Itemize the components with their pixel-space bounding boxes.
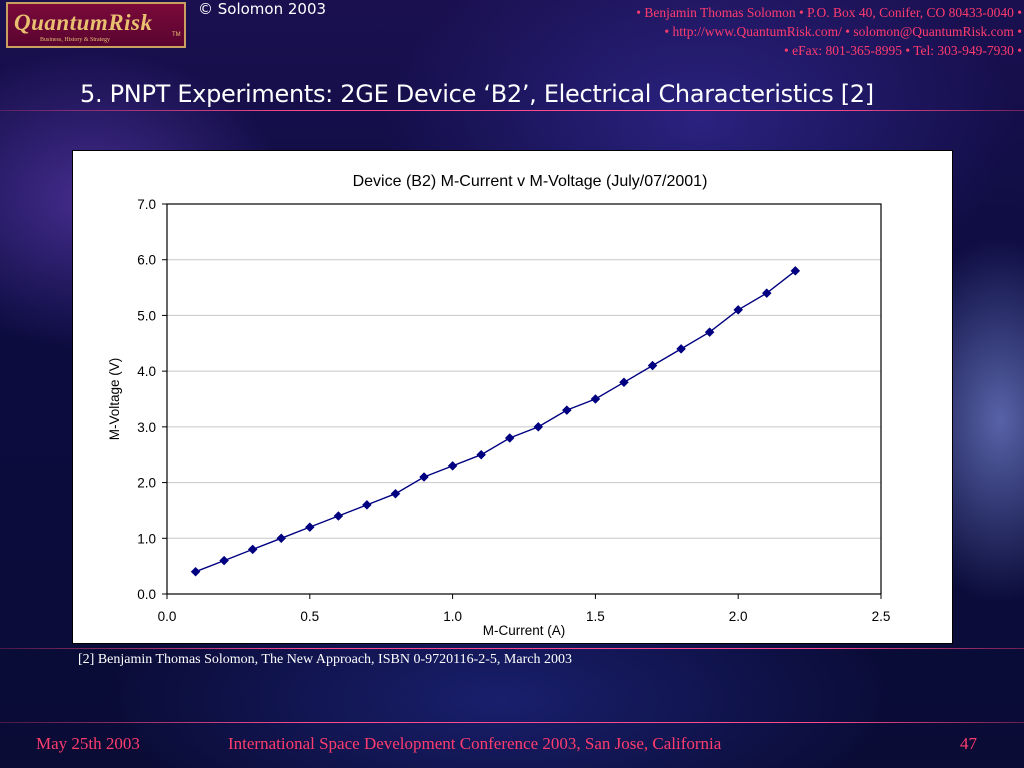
data-point-marker bbox=[247, 544, 258, 555]
quantumrisk-logo: QuantumRisk Business, History & Strategy… bbox=[6, 2, 186, 48]
logo-trademark: TM bbox=[172, 32, 181, 38]
data-point-marker bbox=[362, 500, 372, 510]
data-point-marker bbox=[390, 488, 401, 499]
slide-title: 5. PNPT Experiments: 2GE Device ‘B2’, El… bbox=[80, 80, 874, 108]
footnote-divider bbox=[0, 648, 1024, 649]
chart-panel: Device (B2) M-Current v M-Voltage (July/… bbox=[72, 150, 953, 644]
plot-area-border bbox=[166, 203, 882, 595]
y-tick-label: 3.0 bbox=[137, 420, 156, 435]
footnote: [2] Benjamin Thomas Solomon, The New App… bbox=[78, 652, 572, 667]
footer-conference: International Space Development Conferen… bbox=[228, 734, 722, 753]
y-tick-label: 1.0 bbox=[137, 531, 156, 546]
logo-tagline: Business, History & Strategy bbox=[40, 37, 110, 43]
x-tick-label: 2.0 bbox=[729, 609, 748, 624]
data-point-marker bbox=[476, 449, 487, 460]
footer-page-number: 47 bbox=[960, 734, 977, 753]
data-point-marker bbox=[761, 288, 772, 298]
x-tick-label: 1.0 bbox=[443, 609, 462, 624]
logo-text: QuantumRisk bbox=[14, 10, 153, 35]
y-tick-label: 2.0 bbox=[137, 476, 156, 491]
x-tick-label: 1.5 bbox=[586, 609, 605, 624]
data-point-marker bbox=[419, 472, 429, 482]
data-point-marker bbox=[733, 305, 744, 315]
data-point-marker bbox=[790, 266, 801, 276]
data-point-marker bbox=[533, 422, 544, 432]
series-line bbox=[195, 270, 796, 573]
data-point-marker bbox=[619, 377, 629, 388]
chart-svg: Device (B2) M-Current v M-Voltage (July/… bbox=[107, 173, 891, 638]
data-point-marker bbox=[219, 555, 229, 566]
data-point-marker bbox=[504, 433, 515, 443]
y-tick-label: 5.0 bbox=[137, 308, 156, 323]
y-tick-label: 7.0 bbox=[137, 197, 156, 212]
footer-divider bbox=[0, 722, 1024, 723]
chart-title: Device (B2) M-Current v M-Voltage (July/… bbox=[353, 173, 708, 190]
x-tick-label: 2.5 bbox=[872, 609, 891, 624]
contact-line-phone: • eFax: 801-365-8995 • Tel: 303-949-7930… bbox=[784, 43, 1022, 58]
data-point-marker bbox=[190, 566, 201, 577]
data-point-marker bbox=[447, 461, 458, 471]
contact-info: • Benjamin Thomas Solomon • P.O. Box 40,… bbox=[636, 3, 1022, 60]
y-axis-label: M-Voltage (V) bbox=[107, 358, 122, 441]
x-tick-label: 0.0 bbox=[158, 609, 177, 624]
data-point-marker bbox=[333, 511, 344, 521]
y-tick-label: 0.0 bbox=[137, 587, 156, 602]
data-point-marker bbox=[561, 405, 572, 415]
y-tick-label: 4.0 bbox=[137, 364, 156, 379]
title-underline bbox=[0, 110, 1024, 111]
data-point-marker bbox=[704, 327, 715, 337]
copyright-notice: © Solomon 2003 bbox=[198, 0, 327, 18]
x-tick-label: 0.5 bbox=[300, 609, 319, 624]
x-axis-label: M-Current (A) bbox=[483, 623, 566, 638]
footer-date: May 25th 2003 bbox=[36, 734, 140, 753]
y-tick-label: 6.0 bbox=[137, 253, 156, 268]
data-point-marker bbox=[276, 533, 287, 544]
data-point-marker bbox=[304, 522, 315, 532]
contact-line-web: • http://www.QuantumRisk.com/ • solomon@… bbox=[664, 24, 1022, 39]
data-point-marker bbox=[590, 394, 601, 404]
data-point-marker bbox=[676, 344, 686, 354]
data-point-marker bbox=[647, 360, 658, 371]
contact-line-address: • Benjamin Thomas Solomon • P.O. Box 40,… bbox=[636, 5, 1022, 20]
